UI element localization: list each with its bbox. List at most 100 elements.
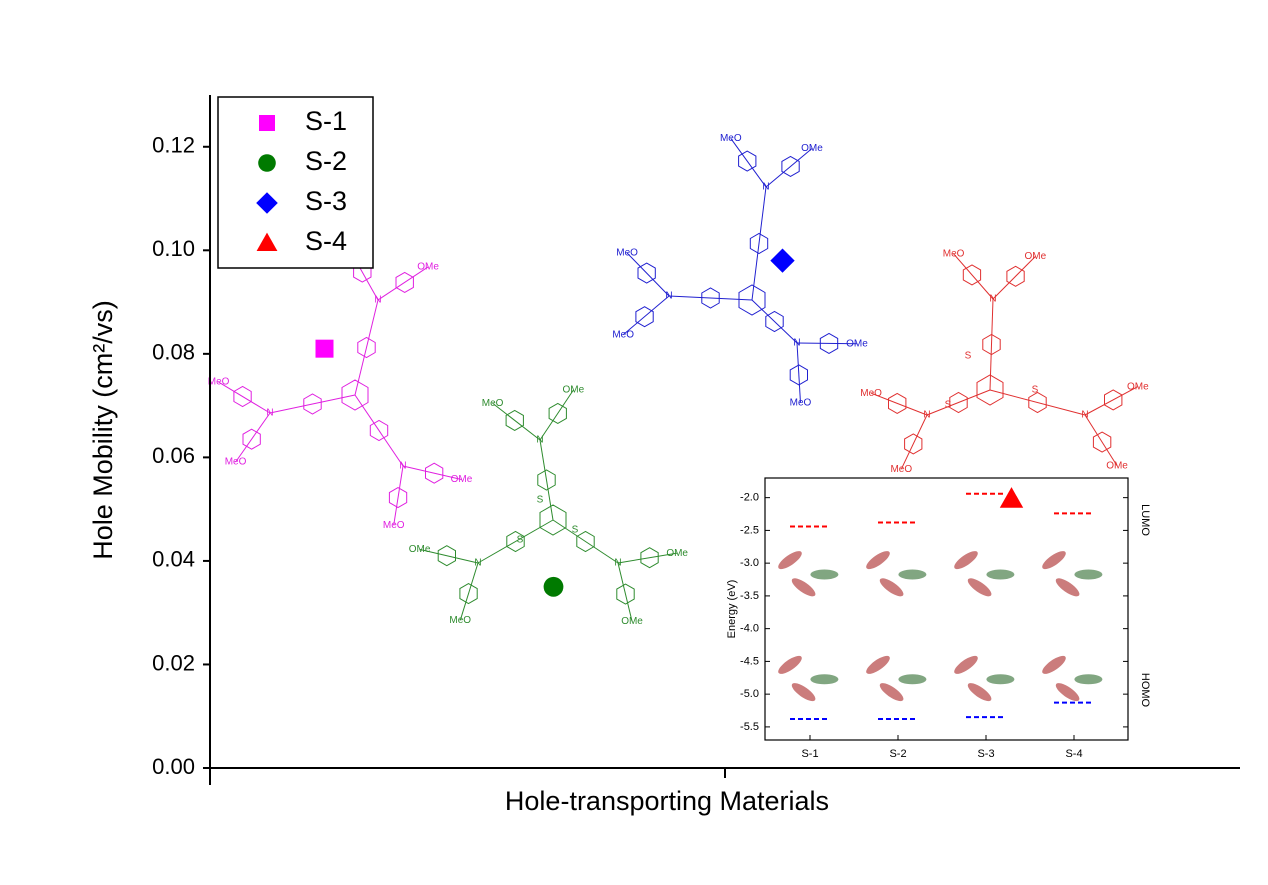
- inset-y-tick-label: -4.5: [740, 655, 759, 667]
- marker: [999, 487, 1024, 508]
- group-label: OMe: [562, 385, 584, 396]
- legend-label: S-3: [305, 186, 347, 216]
- bond: [730, 138, 767, 188]
- group-label: OMe: [1024, 251, 1046, 262]
- orbital: [1055, 683, 1080, 702]
- y-tick-label: 0.00: [152, 754, 195, 779]
- bond: [617, 552, 678, 564]
- ring: [701, 287, 720, 309]
- ring: [369, 419, 389, 442]
- bond: [459, 562, 479, 621]
- ring: [962, 264, 982, 286]
- ring: [781, 155, 800, 177]
- inset-x-tick-label: S-1: [801, 748, 818, 760]
- bond: [926, 389, 991, 416]
- orbital: [967, 578, 992, 597]
- group-label: MeO: [383, 520, 405, 531]
- atom-label: S: [945, 400, 952, 411]
- orbital: [810, 674, 839, 685]
- inset-y-tick-label: -5.0: [740, 688, 759, 700]
- group-label: OMe: [451, 474, 473, 485]
- orbital: [866, 655, 890, 674]
- bond: [622, 295, 670, 336]
- marker: [256, 192, 278, 214]
- ring: [904, 433, 923, 455]
- legend-label: S-4: [305, 226, 347, 256]
- orbital: [986, 674, 1015, 685]
- group-label: OMe: [846, 338, 868, 349]
- inset-y-tick-label: -2.0: [740, 492, 759, 504]
- ring: [357, 336, 376, 359]
- group-label: MeO: [225, 457, 247, 468]
- ring: [233, 385, 252, 408]
- ring: [1092, 431, 1112, 453]
- orbital: [879, 683, 904, 702]
- ring: [738, 150, 757, 172]
- marker: [256, 232, 278, 251]
- inset-y-tick-label: -5.5: [740, 721, 759, 733]
- group-label: OMe: [801, 143, 823, 154]
- ring: [425, 462, 444, 484]
- group-label: OMe: [409, 544, 431, 555]
- bond: [765, 148, 813, 188]
- bond: [617, 562, 633, 622]
- ring: [537, 469, 556, 491]
- bond: [419, 548, 479, 564]
- group-label: MeO: [449, 615, 471, 626]
- ring: [395, 271, 414, 293]
- ring: [819, 332, 839, 354]
- group-label: MeO: [943, 248, 965, 259]
- ring: [976, 374, 1004, 406]
- bond: [393, 465, 404, 526]
- group-label: MeO: [208, 377, 230, 388]
- bond: [1084, 414, 1118, 466]
- bond: [539, 439, 554, 521]
- marker: [258, 154, 276, 172]
- bond: [989, 389, 1086, 416]
- ring: [576, 530, 595, 553]
- group-label: OMe: [1106, 460, 1128, 471]
- ring: [437, 545, 456, 567]
- marker: [315, 339, 334, 358]
- inset-y-tick-label: -2.5: [740, 524, 759, 536]
- inset-x-tick-label: S-2: [889, 748, 906, 760]
- bond: [492, 402, 541, 441]
- orbital: [1042, 655, 1066, 674]
- group-label: MeO: [482, 398, 504, 409]
- bond: [269, 394, 356, 414]
- ring: [506, 530, 525, 553]
- bond: [796, 342, 801, 403]
- orbital: [810, 569, 839, 580]
- group-label: OMe: [666, 548, 688, 559]
- marker: [259, 115, 275, 131]
- group-label: OMe: [417, 262, 439, 273]
- bond: [235, 412, 271, 463]
- bond: [796, 342, 858, 345]
- orbital: [778, 655, 802, 674]
- orbital: [791, 578, 816, 597]
- orbital: [1055, 578, 1080, 597]
- atom-label: N: [536, 435, 543, 446]
- atom-label: S: [965, 351, 972, 362]
- legend: [217, 96, 374, 269]
- bond: [402, 465, 462, 480]
- bond: [626, 252, 670, 297]
- ring: [341, 379, 369, 411]
- bond: [751, 299, 798, 344]
- bond: [552, 519, 619, 564]
- orbital: [898, 569, 927, 580]
- ring: [888, 392, 907, 414]
- ring: [388, 487, 408, 509]
- orbital: [1042, 551, 1066, 570]
- legend-label: S-2: [305, 146, 347, 176]
- orbital: [866, 551, 890, 570]
- group-label: OMe: [621, 616, 643, 627]
- bond: [870, 392, 928, 416]
- inset-x-tick-label: S-4: [1065, 748, 1082, 760]
- group-label: MeO: [790, 398, 812, 409]
- ring: [635, 306, 654, 328]
- level-label: HOMO: [1139, 673, 1151, 708]
- orbital: [967, 683, 992, 702]
- bond: [668, 295, 753, 301]
